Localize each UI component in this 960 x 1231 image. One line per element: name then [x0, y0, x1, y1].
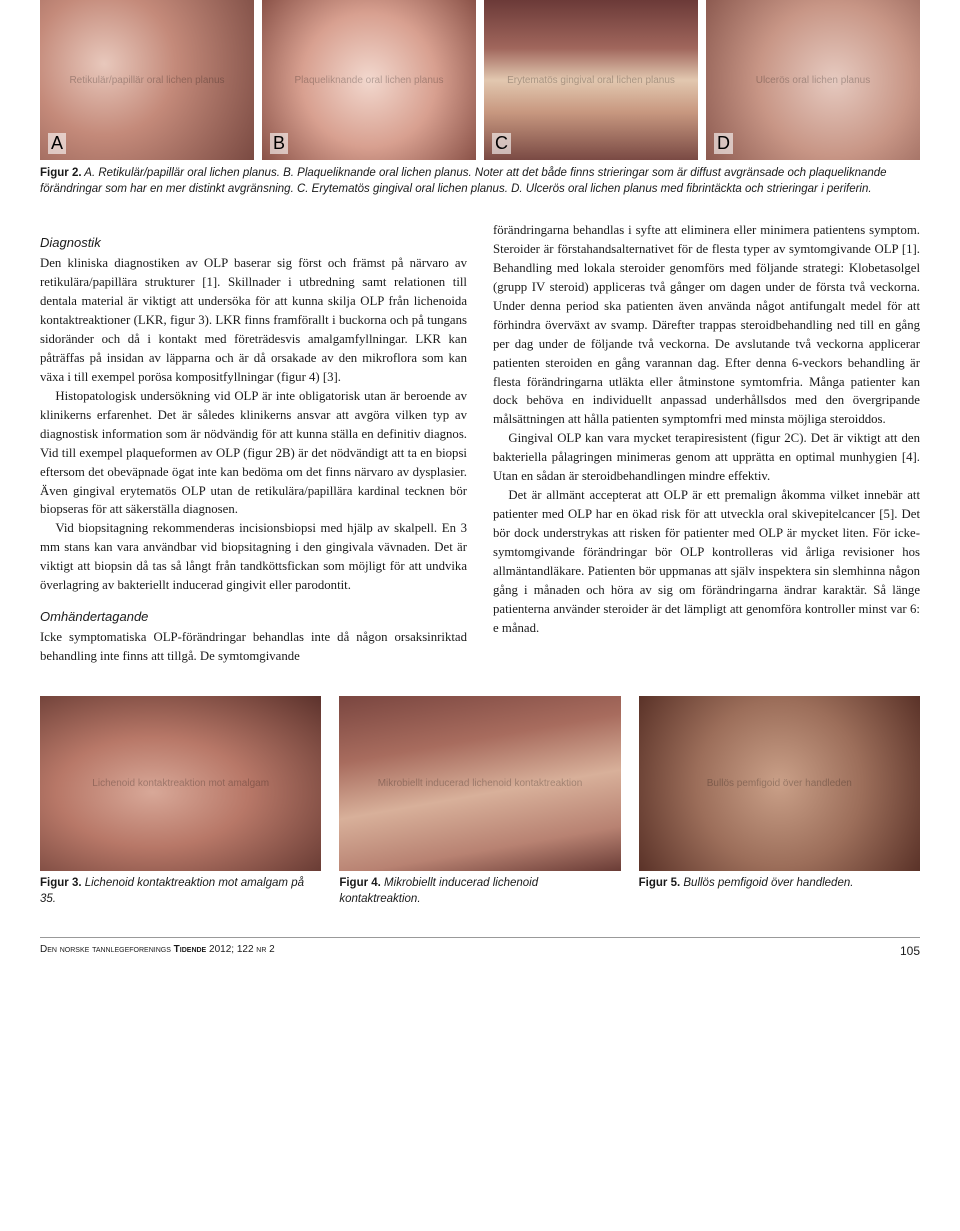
heading-omhandertagande: Omhändertagande	[40, 607, 467, 626]
figure3-caption: Figur 3. Lichenoid kontaktreaktion mot a…	[40, 876, 321, 907]
paragraph: förändringarna behandlas i syfte att eli…	[493, 221, 920, 429]
figure4-image: Mikrobiellt inducerad lichenoid kontaktr…	[339, 696, 620, 871]
figure5-card: Bullös pemfigoid över handleden Figur 5.…	[639, 696, 920, 907]
clinical-photo-placeholder: Erytematös gingival oral lichen planus	[507, 75, 675, 86]
right-column: förändringarna behandlas i syfte att eli…	[493, 221, 920, 666]
clinical-photo-placeholder: Plaqueliknande oral lichen planus	[295, 75, 444, 86]
figure3-image: Lichenoid kontaktreaktion mot amalgam	[40, 696, 321, 871]
figure3-card: Lichenoid kontaktreaktion mot amalgam Fi…	[40, 696, 321, 907]
panel-label-c: C	[492, 133, 511, 154]
page-footer: Den norske tannlegeforenings Tidende 201…	[40, 938, 920, 958]
paragraph: Den kliniska diagnostiken av OLP baserar…	[40, 254, 467, 387]
paragraph: Vid biopsitagning rekommenderas incision…	[40, 519, 467, 595]
figure4-caption-lead: Figur 4.	[339, 877, 381, 889]
page-number: 105	[900, 944, 920, 958]
left-column: Diagnostik Den kliniska diagnostiken av …	[40, 221, 467, 666]
figure2-panel-a: Retikulär/papillär oral lichen planus A	[40, 0, 254, 160]
paragraph: Histopatologisk undersökning vid OLP är …	[40, 387, 467, 520]
figure2-caption: Figur 2. A. Retikulär/papillär oral lich…	[40, 166, 920, 197]
figure4-caption: Figur 4. Mikrobiellt inducerad lichenoid…	[339, 876, 620, 907]
journal-pre: Den norske tannlegeforenings	[40, 944, 174, 955]
clinical-photo-placeholder: Bullös pemfigoid över handleden	[707, 778, 852, 789]
figure2-panel-b: Plaqueliknande oral lichen planus B	[262, 0, 476, 160]
figure2-caption-lead: Figur 2.	[40, 167, 82, 179]
figure2-panel-c: Erytematös gingival oral lichen planus C	[484, 0, 698, 160]
clinical-photo-placeholder: Ulcerös oral lichen planus	[756, 75, 871, 86]
paragraph: Icke symptomatiska OLP-förändringar beha…	[40, 628, 467, 666]
heading-diagnostik: Diagnostik	[40, 233, 467, 252]
paragraph: Det är allmänt accepterat att OLP är ett…	[493, 486, 920, 638]
bottom-figure-row: Lichenoid kontaktreaktion mot amalgam Fi…	[40, 696, 920, 907]
figure4-card: Mikrobiellt inducerad lichenoid kontaktr…	[339, 696, 620, 907]
journal-post: 2012; 122 nr 2	[206, 944, 275, 955]
figure5-caption: Figur 5. Bullös pemfigoid över handleden…	[639, 876, 920, 892]
figure2-panel-row: Retikulär/papillär oral lichen planus A …	[40, 0, 920, 160]
figure2-panel-d: Ulcerös oral lichen planus D	[706, 0, 920, 160]
body-columns: Diagnostik Den kliniska diagnostiken av …	[40, 221, 920, 666]
figure3-caption-lead: Figur 3.	[40, 877, 82, 889]
figure5-caption-lead: Figur 5.	[639, 877, 681, 889]
figure5-image: Bullös pemfigoid över handleden	[639, 696, 920, 871]
page: Retikulär/papillär oral lichen planus A …	[0, 0, 960, 978]
journal-citation: Den norske tannlegeforenings Tidende 201…	[40, 944, 275, 958]
panel-label-b: B	[270, 133, 288, 154]
figure2-caption-body: A. Retikulär/papillär oral lichen planus…	[40, 167, 887, 195]
panel-label-d: D	[714, 133, 733, 154]
figure5-caption-text: Bullös pemfigoid över handleden.	[680, 877, 853, 889]
clinical-photo-placeholder: Mikrobiellt inducerad lichenoid kontaktr…	[378, 778, 583, 789]
panel-label-a: A	[48, 133, 66, 154]
journal-title: Tidende	[174, 944, 207, 955]
paragraph: Gingival OLP kan vara mycket terapiresis…	[493, 429, 920, 486]
clinical-photo-placeholder: Lichenoid kontaktreaktion mot amalgam	[92, 778, 269, 789]
clinical-photo-placeholder: Retikulär/papillär oral lichen planus	[69, 75, 224, 86]
